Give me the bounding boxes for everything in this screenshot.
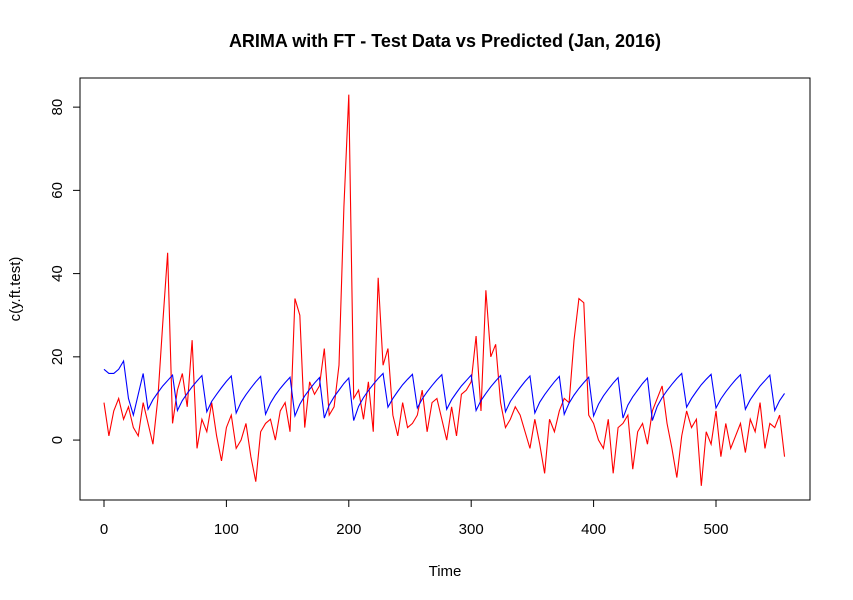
plot-frame <box>79 77 811 501</box>
data-line <box>103 94 786 486</box>
x-tick-label: 200 <box>336 521 361 538</box>
x-tick-label: 300 <box>459 521 484 538</box>
y-tick-label: 80 <box>49 99 66 116</box>
x-tick-label: 0 <box>100 521 108 538</box>
y-tick-label: 60 <box>49 182 66 199</box>
y-tick-label: 40 <box>49 265 66 282</box>
data-line <box>103 359 785 421</box>
y-tick-label: 0 <box>49 436 66 444</box>
x-axis-label: Time <box>429 563 462 580</box>
y-tick-label: 20 <box>49 348 66 365</box>
x-tick-label: 100 <box>214 521 239 538</box>
y-axis-label: c(y.ft.test) <box>7 257 24 322</box>
x-tick-label: 400 <box>581 521 606 538</box>
x-tick-label: 500 <box>703 521 728 538</box>
chart-title: ARIMA with FT - Test Data vs Predicted (… <box>229 31 661 51</box>
